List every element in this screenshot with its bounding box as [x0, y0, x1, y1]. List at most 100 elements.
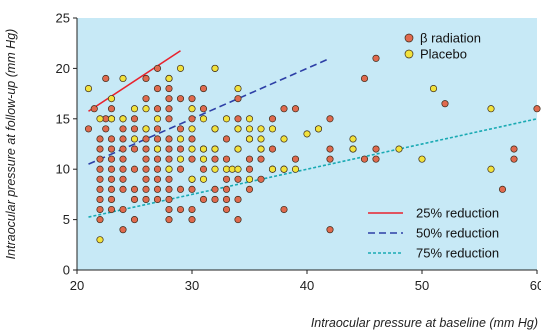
placebo-point: [84, 85, 93, 93]
x-axis-title: Intraocular pressure at baseline (mm Hg): [311, 316, 538, 330]
radiation-point: [326, 145, 334, 153]
radiation-point: [234, 216, 242, 224]
placebo-point: [211, 165, 219, 173]
radiation-point: [533, 105, 541, 113]
radiation-point: [165, 105, 173, 113]
radiation-point: [119, 226, 127, 234]
radiation-point: [119, 165, 127, 173]
legend-label: β radiation: [420, 31, 481, 46]
y-tick-label: 5: [63, 212, 70, 227]
radiation-point: [498, 185, 507, 193]
radiation-point: [153, 165, 162, 173]
radiation-point: [96, 135, 104, 143]
radiation-point: [188, 155, 196, 163]
y-tick-label: 15: [56, 111, 70, 126]
x-tick-label: 60: [530, 278, 541, 293]
radiation-point: [142, 165, 150, 173]
radiation-point: [360, 74, 369, 83]
placebo-point: [188, 105, 196, 113]
radiation-point: [107, 135, 116, 143]
radiation-point: [326, 226, 334, 234]
placebo-point: [107, 95, 116, 103]
placebo-point: [257, 125, 265, 133]
placebo-point: [245, 125, 254, 133]
radiation-point: [142, 195, 150, 203]
radiation-point: [119, 185, 127, 193]
radiation-point: [280, 105, 288, 113]
radiation-point: [188, 115, 196, 123]
placebo-point: [176, 64, 185, 72]
placebo-point: [349, 145, 357, 153]
radiation-point: [107, 195, 116, 203]
legend-label: Placebo: [420, 47, 467, 62]
placebo-point: [349, 135, 357, 143]
radiation-point: [142, 135, 150, 143]
placebo-point: [314, 125, 323, 133]
x-tick-label: 30: [185, 278, 199, 293]
y-tick-label: 25: [56, 11, 70, 26]
placebo-point: [245, 135, 254, 143]
radiation-point: [222, 195, 231, 203]
placebo-point: [130, 105, 139, 113]
radiation-point: [257, 175, 265, 183]
placebo-point: [429, 85, 438, 93]
radiation-point: [176, 145, 185, 153]
radiation-point: [142, 95, 150, 103]
placebo-point: [234, 165, 242, 173]
radiation-point: [245, 185, 254, 193]
radiation-point: [188, 216, 196, 224]
placebo-point: [234, 85, 242, 93]
radiation-point: [211, 185, 219, 193]
radiation-point: [234, 195, 242, 203]
placebo-point: [188, 175, 196, 183]
placebo-point: [199, 155, 208, 163]
axis-ticks: 0 5 10 15 20 25 20 30 40 50 60: [56, 11, 541, 294]
radiation-point: [153, 195, 162, 203]
placebo-point: [107, 115, 116, 123]
radiation-point: [211, 195, 219, 203]
radiation-point: [153, 85, 162, 93]
radiation-point: [222, 205, 231, 214]
radiation-point: [153, 155, 162, 163]
radiation-point: [130, 195, 139, 203]
radiation-point: [130, 125, 139, 133]
radiation-point: [199, 195, 208, 203]
radiation-point: [165, 145, 173, 153]
radiation-point: [268, 145, 277, 153]
radiation-point: [142, 74, 150, 83]
placebo-point: [280, 135, 288, 143]
placebo-point: [211, 64, 219, 72]
placebo-point: [96, 115, 104, 123]
radiation-point: [176, 165, 185, 173]
placebo-point: [257, 135, 265, 143]
radiation-point: [188, 95, 196, 103]
placebo-point: [188, 125, 196, 133]
placebo-point: [395, 145, 403, 153]
placebo-point: [303, 130, 311, 138]
radiation-point: [165, 135, 173, 143]
placebo-point: [291, 165, 300, 173]
legend-label: 75% reduction: [416, 246, 499, 261]
x-tick-label: 20: [70, 278, 84, 293]
x-tick-label: 40: [300, 278, 314, 293]
placebo-point: [487, 105, 495, 113]
radiation-point: [372, 145, 380, 153]
placebo-point: [245, 115, 254, 123]
radiation-point: [234, 95, 242, 103]
radiation-point: [188, 135, 196, 143]
placebo-point: [142, 105, 150, 113]
radiation-point: [107, 165, 116, 173]
radiation-point: [165, 205, 173, 214]
radiation-point: [96, 155, 104, 163]
placebo-point: [119, 74, 127, 83]
placebo-point: [268, 125, 277, 133]
radiation-point: [102, 125, 110, 133]
legend-marker: [404, 49, 414, 59]
reference-line-3: [88, 118, 538, 218]
placebo-point: [234, 125, 242, 133]
radiation-point: [257, 155, 265, 163]
radiation-point: [96, 185, 104, 193]
radiation-point: [188, 205, 196, 214]
radiation-point: [176, 95, 185, 103]
